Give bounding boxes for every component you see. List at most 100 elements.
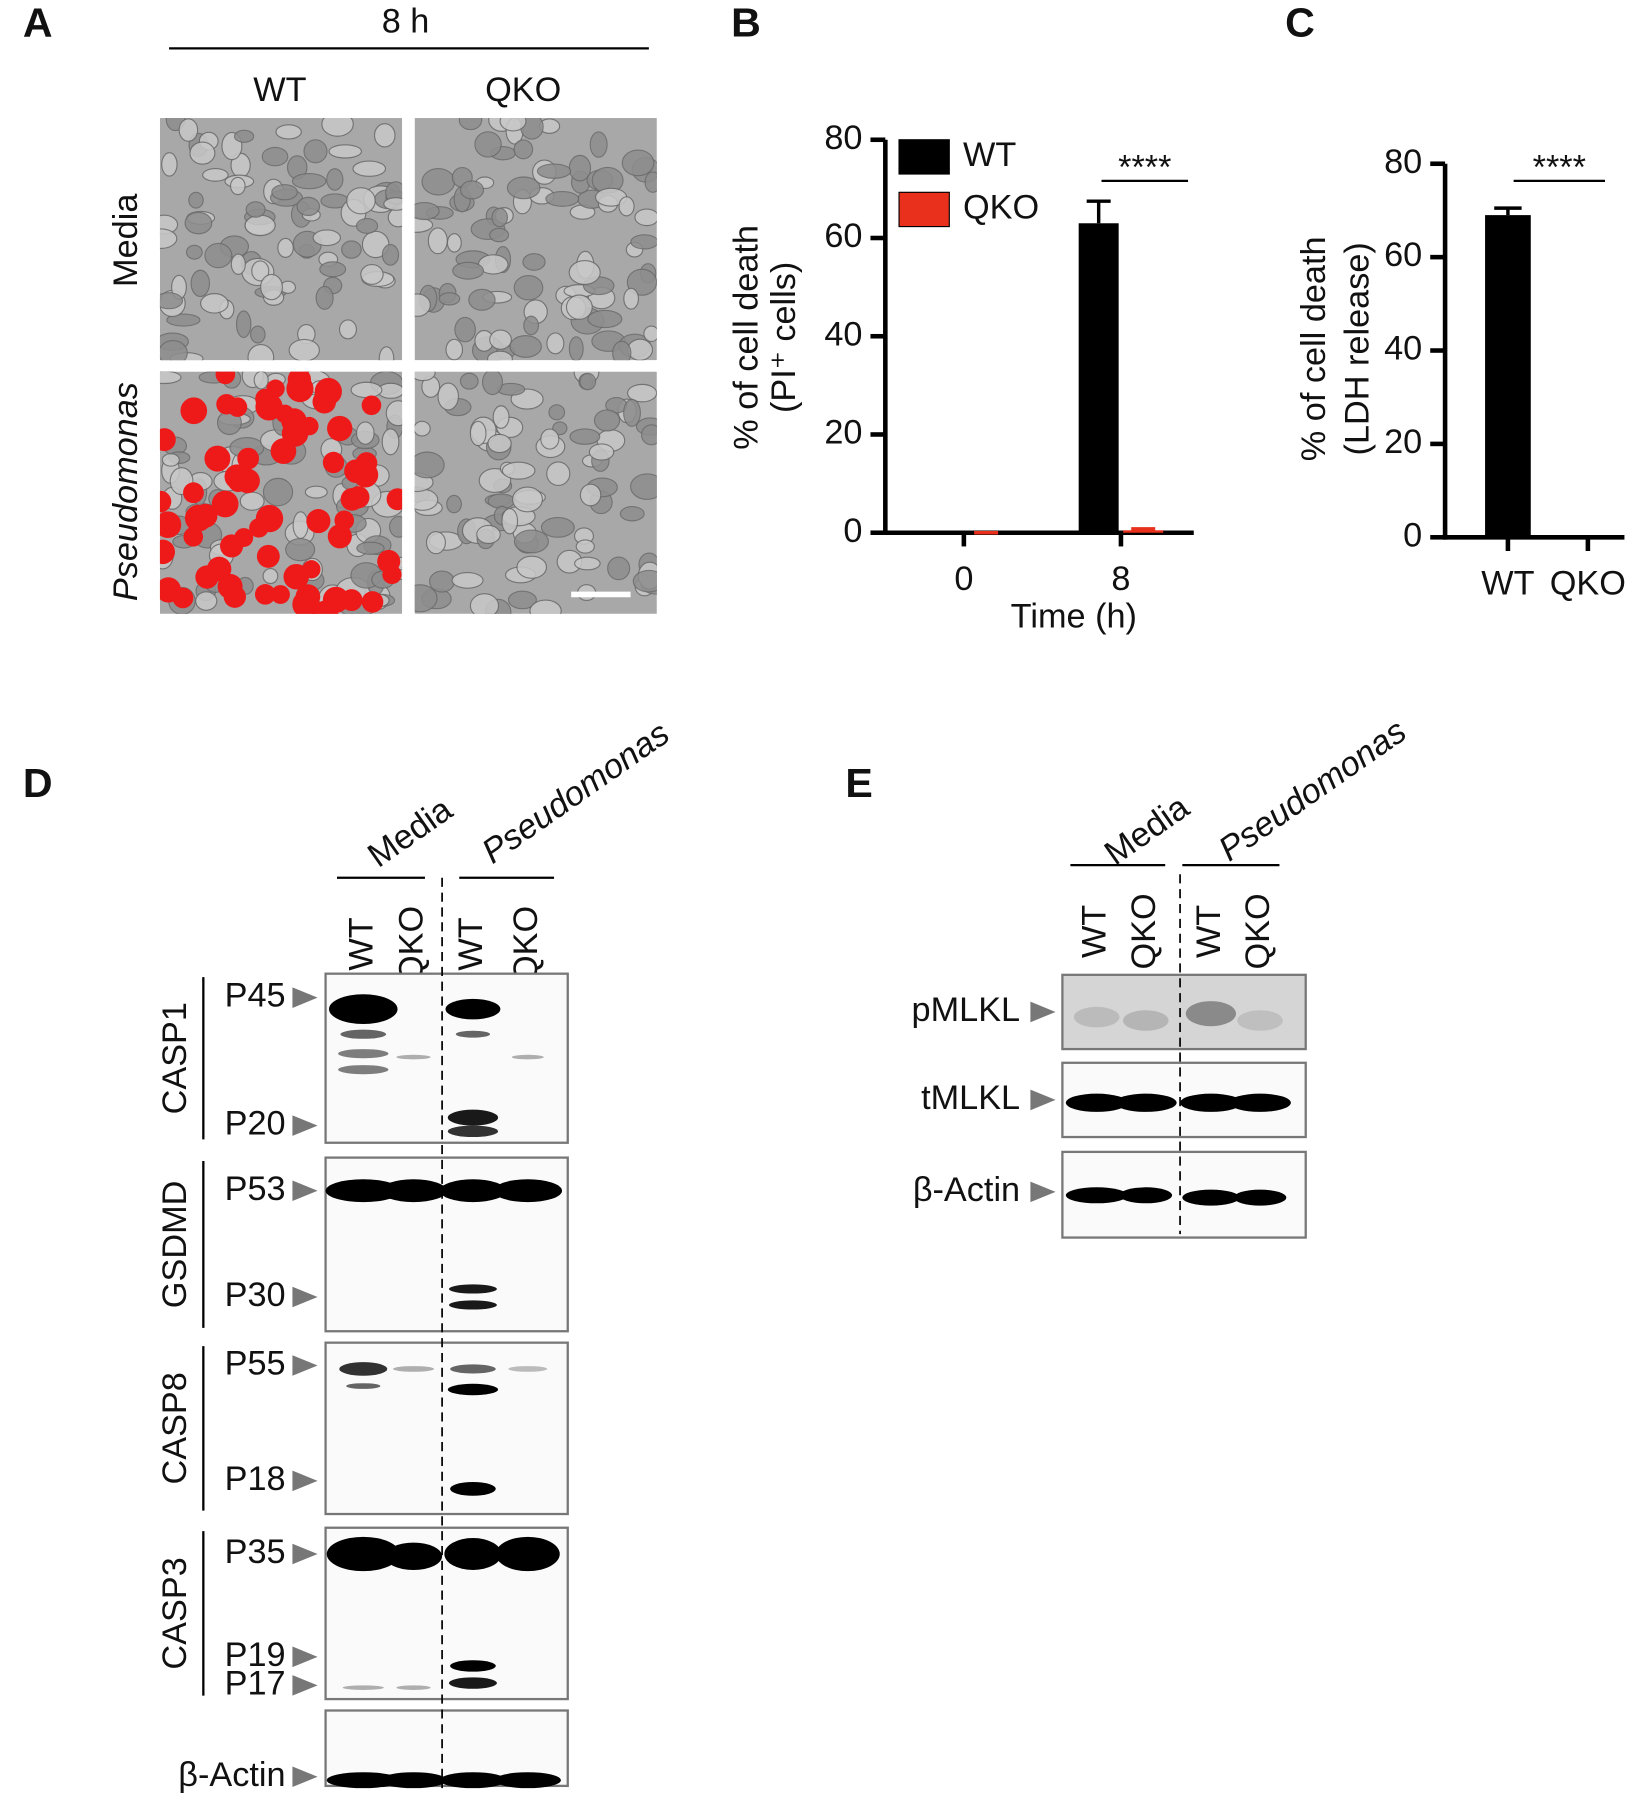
cell (275, 124, 302, 140)
y-tick-label: 40 (824, 315, 862, 353)
pi-cell (377, 549, 401, 573)
band (1237, 1010, 1283, 1031)
band (494, 1772, 561, 1789)
pi-cell (215, 371, 236, 385)
arrowhead (292, 1115, 318, 1136)
cell (381, 243, 400, 266)
band (448, 1677, 497, 1689)
band (1065, 1187, 1128, 1204)
cell (469, 420, 487, 447)
band (384, 1542, 443, 1570)
cell (632, 569, 657, 593)
pi-cell (322, 451, 345, 474)
pi-cell (223, 585, 246, 608)
cell (341, 240, 362, 259)
protein-label: β-Actin (178, 1756, 285, 1794)
cell (414, 584, 438, 613)
cell (621, 149, 655, 177)
y-tick-label: 20 (1384, 423, 1422, 461)
cell (271, 184, 298, 201)
arrowhead (292, 1543, 318, 1565)
cell (452, 261, 484, 280)
cell (458, 118, 483, 131)
cell (304, 485, 328, 499)
pi-cell (255, 393, 283, 421)
cell (459, 372, 479, 390)
cell (421, 168, 456, 196)
panel-label: B (731, 0, 761, 45)
row-label: Pseudomonas (107, 382, 145, 601)
cell (627, 383, 657, 403)
band (455, 1030, 491, 1038)
cell (522, 253, 546, 271)
cell (350, 381, 383, 399)
legend-swatch (898, 139, 950, 175)
pi-cell (228, 472, 249, 492)
cell (414, 488, 439, 511)
cell (579, 372, 597, 391)
band-label: P30 (225, 1276, 286, 1314)
band-label: P20 (225, 1105, 286, 1143)
lane-label: WT (342, 917, 380, 970)
cell (247, 344, 275, 361)
band (439, 1179, 507, 1203)
band (445, 998, 501, 1020)
band (380, 1772, 447, 1789)
cell (338, 319, 358, 340)
pi-cell (344, 459, 368, 483)
cell (427, 227, 448, 255)
y-tick-label: 80 (1384, 143, 1422, 181)
cell (640, 424, 657, 446)
pi-cell (334, 510, 355, 531)
pi-cell (204, 445, 231, 472)
bar (1485, 215, 1531, 538)
pi-cell (159, 577, 182, 603)
cell (262, 567, 279, 585)
arrowhead (1030, 1089, 1056, 1111)
cell (360, 263, 384, 285)
pi-cell (180, 397, 208, 425)
cell (319, 261, 347, 278)
cell (200, 293, 229, 314)
pi-cell (159, 490, 172, 513)
cell (545, 191, 580, 207)
lane-label: WT (452, 917, 490, 970)
error-bar (1494, 206, 1522, 216)
cell (321, 118, 354, 137)
cell (568, 154, 592, 182)
cell (326, 168, 344, 191)
x-tick-label: 0 (954, 560, 973, 598)
cell (540, 517, 575, 538)
legend-label: QKO (963, 188, 1039, 226)
y-tick-label: 0 (843, 512, 862, 550)
band (1180, 1093, 1242, 1112)
western-blot-e: Media Pseudomonas WT QKO WT QKO pMLKL tMLKL β-Ac… (912, 712, 1413, 1239)
band (338, 1065, 389, 1075)
band (346, 1383, 381, 1389)
cell (499, 118, 527, 132)
pi-cell (159, 428, 176, 452)
cell (253, 371, 269, 390)
y-tick-label: 60 (1384, 236, 1422, 274)
cell (356, 541, 385, 555)
pi-cell (271, 585, 290, 604)
cell (623, 287, 640, 310)
cell (487, 433, 512, 454)
cell (589, 131, 608, 158)
cell (513, 274, 544, 301)
lane-label: WT (1076, 905, 1114, 958)
cell (385, 400, 403, 427)
arrowhead (292, 1675, 318, 1696)
x-tick-label: 8 (1111, 560, 1130, 598)
cell (296, 196, 321, 216)
cell (540, 428, 560, 450)
pi-cell (195, 565, 219, 589)
pi-cell (347, 486, 370, 509)
cell (487, 350, 513, 361)
band (447, 1125, 499, 1138)
pi-cell (322, 586, 350, 613)
band (342, 1685, 384, 1690)
pi-cell (286, 375, 314, 403)
cell (529, 599, 562, 614)
cell (373, 123, 396, 148)
